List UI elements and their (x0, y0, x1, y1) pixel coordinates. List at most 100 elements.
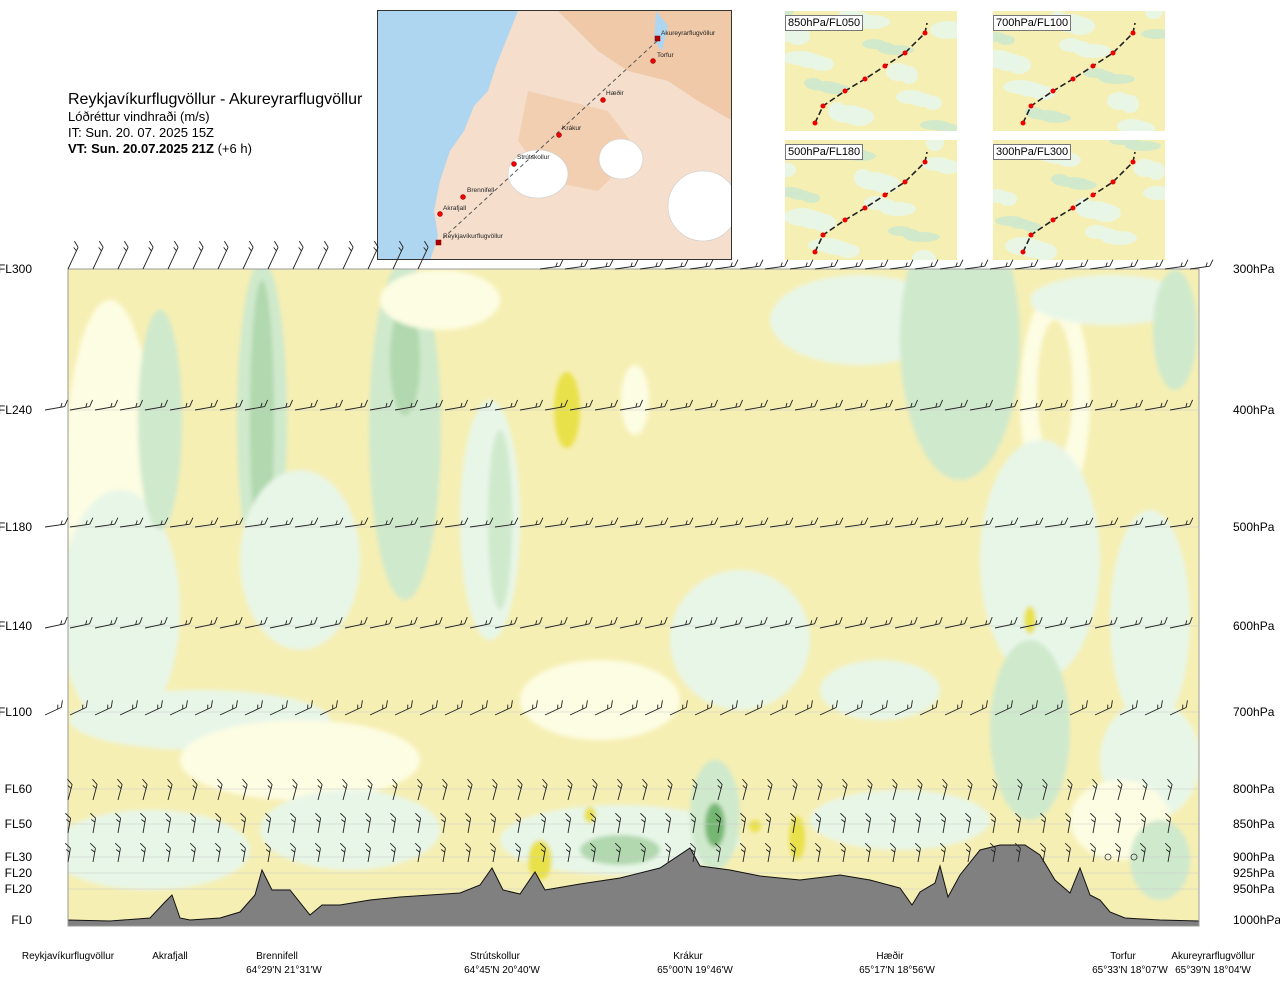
wind-barb (615, 812, 622, 834)
thumb-waypoint (812, 120, 818, 126)
wind-barb (94, 700, 113, 716)
y-axis-labels: FL300 300hPa FL240 400hPa FL180 500hPa FL140 60… (0, 262, 1280, 927)
wind-barb (764, 259, 789, 270)
wind-barb (769, 517, 794, 528)
thumb-route (814, 151, 928, 253)
wind-barb (492, 778, 498, 801)
wind-barb (1169, 616, 1193, 629)
wind-barb (864, 842, 871, 863)
wind-barb (340, 812, 347, 834)
wind-barb (1044, 399, 1069, 411)
wind-barb (442, 778, 448, 801)
thumb-cell (1109, 140, 1133, 145)
wind-barb (767, 778, 773, 801)
wind-barb (94, 517, 119, 528)
thumb-waypoint (922, 159, 928, 165)
wind-barb (1144, 399, 1169, 411)
wind-barb (1119, 399, 1144, 411)
thumbnail-850[interactable]: 850hPa/FL050 (785, 11, 957, 131)
wind-barb (765, 812, 772, 834)
wind-barb (719, 700, 738, 716)
wind-barb (592, 778, 598, 801)
wind-barb (219, 616, 243, 629)
wind-barb (792, 778, 798, 801)
wind-barb (994, 399, 1019, 411)
map-label-haedir: Hæðir (606, 89, 625, 97)
wind-barb (194, 517, 219, 528)
thumbnail-700[interactable]: 700hPa/FL100 (993, 11, 1165, 131)
wind-barb (1019, 399, 1044, 411)
wind-barb (317, 778, 323, 801)
wind-barb (215, 812, 222, 834)
wind-barb (417, 778, 423, 801)
valid-time: VT: Sun. 20.07.2025 21Z (68, 141, 214, 156)
wind-barb (67, 778, 73, 801)
chart-header: Reykjavíkurflugvöllur - Akureyrarflugvöl… (68, 90, 362, 157)
wind-barb (94, 616, 118, 629)
wind-barb (814, 842, 821, 863)
thumb-waypoint (882, 63, 888, 69)
wind-barb (319, 517, 344, 528)
wind-barb (892, 778, 898, 801)
wind-barb (719, 517, 744, 528)
wind-barb (1044, 700, 1063, 716)
wind-barb (794, 399, 819, 411)
wind-barb (965, 812, 972, 834)
wind-barb (169, 399, 194, 411)
wind-barb (689, 259, 714, 270)
wind-barb (544, 616, 568, 629)
calm-marker (1104, 853, 1112, 861)
wind-barb (267, 778, 273, 801)
wind-barb (639, 259, 664, 270)
x-location-name: Reykjavíkurflugvöllur (22, 951, 115, 962)
wind-barb (394, 399, 419, 411)
wind-barb (694, 616, 718, 629)
wind-barb (1067, 778, 1073, 801)
wind-barb (890, 812, 897, 834)
wind-barb (167, 240, 179, 270)
wind-barb (1015, 812, 1022, 834)
thumbnail-300-label: 300hPa/FL300 (993, 144, 1072, 160)
wind-barb (790, 812, 797, 834)
wind-barb (267, 240, 279, 270)
wind-barb (292, 778, 298, 801)
wind-barb (589, 259, 614, 270)
x-location-coord: 65°39'N 18°04'W (1175, 965, 1251, 976)
wind-barb (839, 259, 864, 270)
thumb-cell (1085, 225, 1109, 239)
thumb-cell (1107, 92, 1131, 110)
wind-barb (940, 812, 947, 834)
wind-barb (290, 812, 297, 834)
y-label-pressure: 300hPa (1233, 262, 1275, 276)
x-location-coord: 65°33'N 18°07'W (1092, 965, 1168, 976)
route-map: Akureyrarflugvöllur Torfur Hæðir Krákur … (377, 10, 732, 260)
thumb-cell (922, 157, 952, 171)
wind-barb (664, 842, 671, 863)
wind-barb (644, 700, 663, 716)
wind-barb (889, 259, 914, 270)
wind-barb (994, 700, 1013, 716)
wind-barb (119, 616, 143, 629)
wind-barb (1090, 812, 1097, 834)
wind-barb (1139, 842, 1146, 863)
wind-barb (1094, 700, 1113, 716)
wind-barb (169, 700, 188, 716)
wind-barb (519, 616, 543, 629)
wind-barb (1065, 812, 1072, 834)
wind-barb (914, 259, 939, 270)
thumb-cell (993, 50, 1015, 68)
thumb-cell (1005, 237, 1041, 255)
thumbnail-500[interactable]: 500hPa/FL180 (785, 140, 957, 260)
wind-barb (839, 842, 846, 863)
thumbnail-300[interactable]: 300hPa/FL300 (993, 140, 1165, 260)
wind-barb (1167, 778, 1173, 801)
wind-barb (894, 517, 919, 528)
x-location-coord: 64°45'N 20°40'W (464, 965, 540, 976)
wind-barb (239, 842, 246, 863)
wind-barb (242, 240, 254, 270)
wind-barb (315, 812, 322, 834)
wind-barb (715, 812, 722, 834)
wind-barb (1039, 259, 1064, 270)
thumb-waypoint (1028, 232, 1034, 238)
y-label-flight-level: FL50 (5, 817, 33, 831)
